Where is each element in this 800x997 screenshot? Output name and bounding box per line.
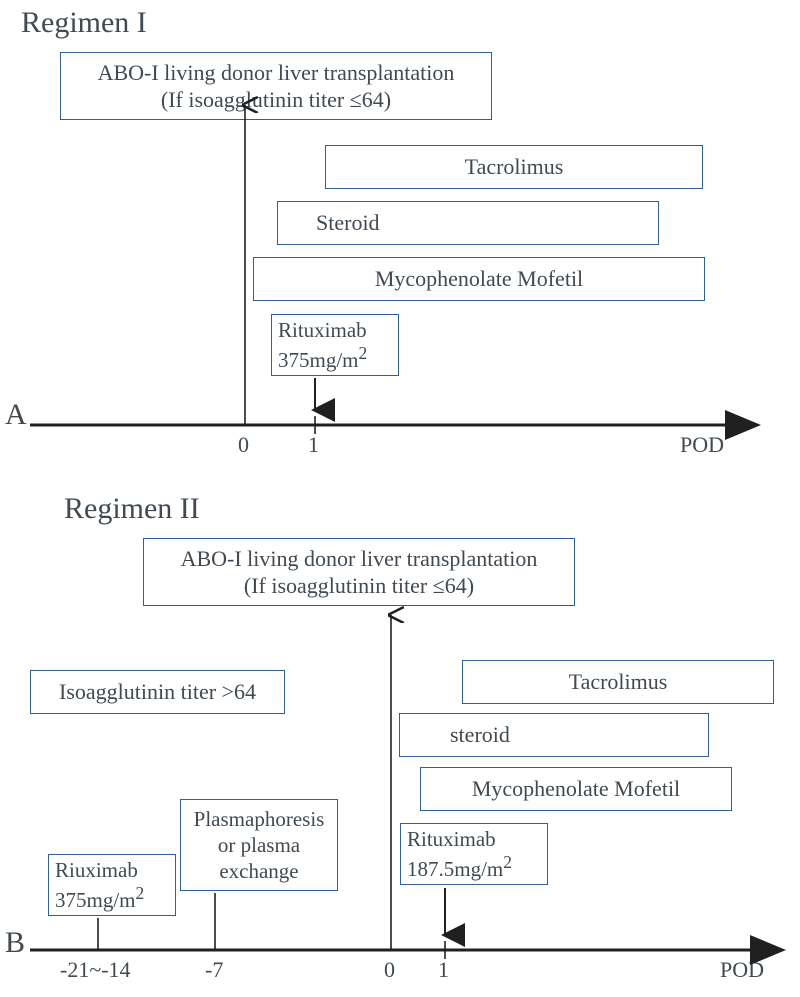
axes-overlay (0, 0, 800, 997)
figure-canvas: { "colors": { "border": "#2e5f95", "text… (0, 0, 800, 997)
